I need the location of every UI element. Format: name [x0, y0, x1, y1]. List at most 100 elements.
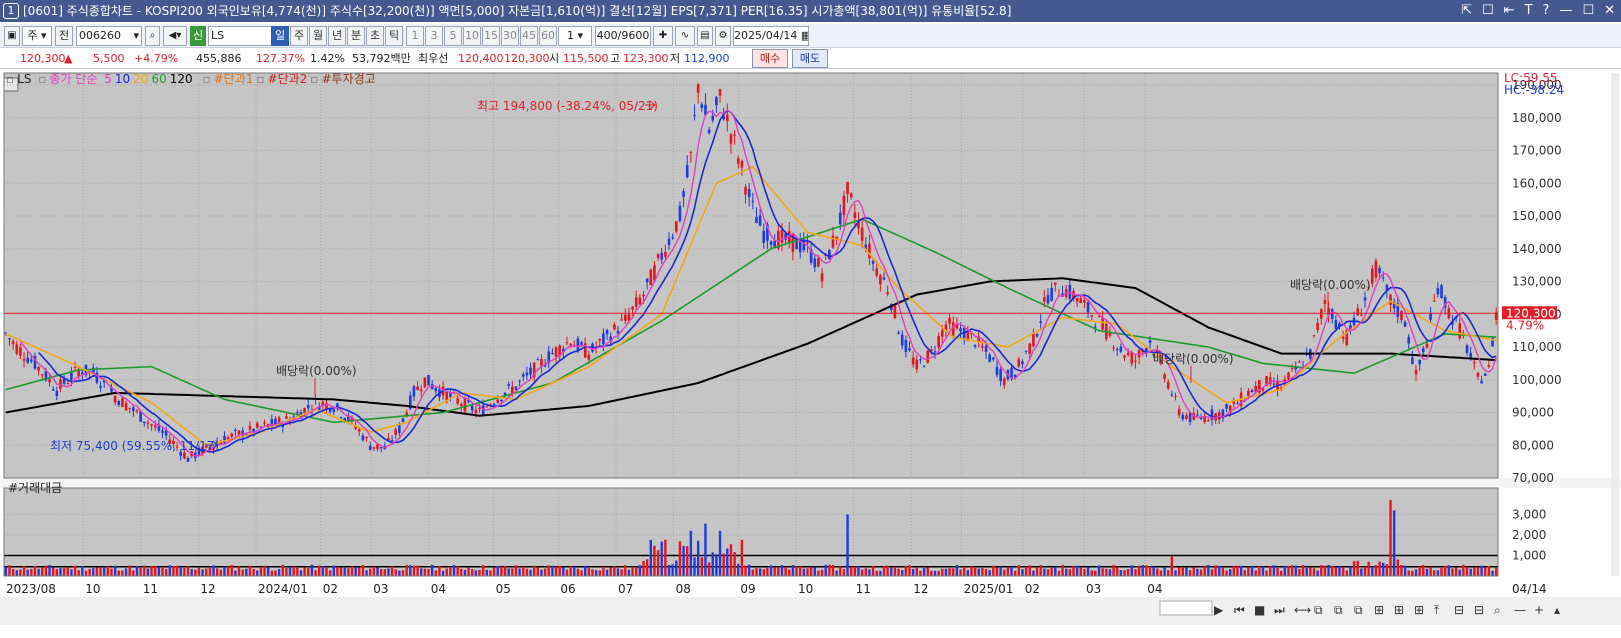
tab-minute-60[interactable]: 60 — [539, 26, 557, 46]
candle-body — [769, 241, 773, 245]
control-icon-17[interactable]: ▴ — [1554, 603, 1560, 617]
candle-body — [995, 366, 999, 375]
sell-button[interactable]: 매도 — [792, 49, 828, 68]
control-icon-16[interactable]: + — [1534, 603, 1544, 617]
gear-icon[interactable]: ⚙ — [715, 26, 731, 46]
prev-button[interactable]: 전 — [55, 26, 73, 46]
volume-bar — [321, 566, 325, 576]
tab-period-0[interactable]: 일 — [271, 26, 289, 46]
window-tool-icon-2[interactable]: ⇤ — [1503, 3, 1515, 18]
candle-body — [540, 358, 543, 367]
volume-bar — [489, 570, 492, 576]
window-tool-icon-1[interactable]: ☐ — [1482, 3, 1494, 18]
control-icon-1[interactable]: ⏮ — [1234, 603, 1245, 617]
legend-ma-label: 종가 단순 — [49, 72, 98, 86]
window-tool-icon-6[interactable]: ☐ — [1582, 3, 1595, 18]
volume-bar — [1283, 565, 1287, 576]
volume-bar — [664, 539, 667, 576]
change-arrow: ▲ — [64, 52, 73, 65]
chart-settings-icon[interactable]: ▣ — [4, 26, 20, 46]
control-icon-12[interactable]: ⊟ — [1454, 603, 1464, 617]
window-tool-icon-3[interactable]: T — [1524, 3, 1533, 18]
save-icon[interactable]: ▤ — [697, 26, 713, 46]
control-icon-6[interactable]: ⧉ — [1334, 603, 1343, 617]
candle-body — [1196, 414, 1199, 416]
stock-name-field[interactable]: LS — [208, 26, 272, 46]
control-icon-2[interactable]: ■ — [1254, 603, 1265, 617]
tab-period-1[interactable]: 주 — [290, 26, 308, 46]
control-icon-15[interactable]: — — [1514, 603, 1526, 617]
stock-chart[interactable]: 2023/08 10 11 12 2024/01 02 03 04 05 06 07 08 09 10 11… — [0, 70, 1621, 635]
annotation-dividend-2: 배당락(0.00%) — [1153, 352, 1234, 366]
volume-bar — [157, 567, 161, 576]
date-field[interactable]: 2025/04/14 ▦ — [733, 26, 809, 46]
volume-bar — [463, 569, 467, 576]
candle-body — [44, 370, 48, 381]
tab-minute-45[interactable]: 45 — [520, 26, 538, 46]
volume-bar — [474, 570, 478, 576]
volume-bar — [1392, 510, 1396, 576]
control-icon-11[interactable]: ⤒ — [1434, 603, 1440, 617]
volume-bar — [4, 566, 8, 576]
tab-period-2[interactable]: 월 — [309, 26, 327, 46]
control-icon-9[interactable]: ⊞ — [1394, 603, 1404, 617]
line-tool-icon[interactable]: ∿ — [675, 26, 695, 46]
tab-minute-10[interactable]: 10 — [463, 26, 481, 46]
volume-bar — [1043, 568, 1046, 576]
volume-bar — [143, 565, 146, 576]
volume-bar — [1243, 570, 1246, 576]
tab-minute-1[interactable]: 1 — [406, 26, 424, 46]
control-icon-5[interactable]: ⧉ — [1314, 603, 1323, 617]
volume-bar — [1301, 565, 1305, 576]
tab-period-6[interactable]: 틱 — [385, 26, 403, 46]
candle-body — [1083, 300, 1086, 303]
volume-bar — [1064, 568, 1068, 576]
interval-select[interactable]: 1 ▾ — [558, 26, 592, 46]
control-icon-10[interactable]: ⊞ — [1414, 603, 1424, 617]
add-indicator-icon[interactable]: ✚ — [653, 26, 673, 46]
speaker-icon[interactable]: ◀▾ — [163, 26, 187, 46]
tab-minute-5[interactable]: 5 — [444, 26, 462, 46]
candle-body — [19, 347, 22, 356]
candle-body — [1210, 409, 1214, 420]
legend-indicator-list: ▫ #단과1 ▫ #단과2 ▫ #투자경고 — [202, 72, 376, 86]
low-price: 112,900 — [684, 52, 730, 65]
control-icon-0[interactable]: ▶ — [1214, 603, 1224, 617]
best-quote-label: 최우선 — [418, 52, 449, 65]
y-tick-label-4: 150,000 — [1512, 209, 1562, 223]
volume-bar — [175, 565, 179, 576]
candle-body — [321, 402, 325, 406]
search-icon[interactable]: ⌕ — [145, 26, 160, 46]
volume-bar — [1013, 570, 1017, 576]
control-icon-14[interactable]: ⌕ — [1494, 603, 1501, 617]
control-icon-7[interactable]: ⧉ — [1354, 603, 1363, 617]
tab-minute-30[interactable]: 30 — [501, 26, 519, 46]
tab-minute-15[interactable]: 15 — [482, 26, 500, 46]
control-icon-13[interactable]: ⊟ — [1474, 603, 1484, 617]
candle-body — [1035, 334, 1039, 337]
volume-bar — [1272, 565, 1276, 576]
control-icon-8[interactable]: ⊞ — [1374, 603, 1384, 617]
control-icon-4[interactable]: ⟷ — [1294, 603, 1311, 617]
chart-area[interactable]: 2023/08 10 11 12 2024/01 02 03 04 05 06 07 08 09 10 11… — [0, 70, 1621, 635]
candle-body — [1458, 323, 1462, 339]
window-tool-icon-5[interactable]: — — [1559, 3, 1573, 18]
volume-bar — [529, 569, 532, 576]
window-tool-icon-0[interactable]: ⇱ — [1461, 3, 1473, 18]
window-tool-icon-7[interactable]: ✕ — [1604, 3, 1615, 18]
code-input[interactable]: 006260 ▾ — [76, 26, 142, 46]
control-icon-3[interactable]: ⏭ — [1274, 603, 1285, 617]
candle-body — [376, 444, 379, 449]
tab-minute-3[interactable]: 3 — [425, 26, 443, 46]
mode-select[interactable]: 주 ▾ — [22, 26, 52, 46]
volume-bar — [1287, 566, 1290, 576]
candle-body — [179, 452, 183, 456]
candle-body — [569, 343, 572, 347]
window-tool-icon-4[interactable]: ? — [1542, 3, 1550, 18]
tab-period-4[interactable]: 분 — [347, 26, 365, 46]
buy-button[interactable]: 매수 — [752, 49, 788, 68]
count-field[interactable]: 400/9600 — [595, 26, 651, 46]
tab-period-5[interactable]: 초 — [366, 26, 384, 46]
candle-body — [580, 342, 583, 346]
tab-period-3[interactable]: 년 — [328, 26, 346, 46]
